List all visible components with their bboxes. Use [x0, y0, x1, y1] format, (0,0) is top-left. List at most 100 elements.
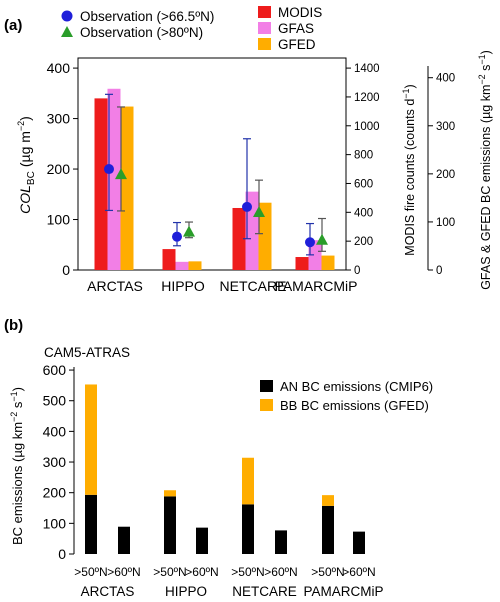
panel-b-bar-an — [353, 531, 365, 554]
panel-a-emission-tick-label: 400 — [436, 73, 455, 85]
panel-b-y-tick-label: 200 — [43, 485, 67, 501]
panel-a-obs-marker-circle — [305, 237, 315, 248]
panel-b-legend: AN BC emissions (CMIP6) BB BC emissions (… — [260, 379, 433, 413]
panel-a-bar-gfed — [188, 261, 202, 270]
panel-a-modis-tick-label: 200 — [354, 236, 373, 248]
panel-b-subcategory-label: >60ºN — [185, 565, 218, 579]
panel-b-y-tick-label: 300 — [43, 454, 67, 470]
panel-a-modis-tick-label: 800 — [354, 150, 373, 162]
panel-b-y-tick-label: 400 — [43, 423, 67, 439]
panel-a-observations — [104, 93, 328, 256]
panel-b-bar-an — [322, 505, 334, 554]
panel-a-y-tick-label: 100 — [47, 212, 71, 228]
panel-a-y-tick-label: 300 — [47, 111, 71, 127]
panel-a-emission-axis: 0 100 200 300 400 — [427, 66, 455, 277]
panel-b-bar-an — [118, 526, 130, 554]
panel-b-y-tick-label: 500 — [43, 393, 67, 409]
panel-a-legend: Observation (>66.5ºN)Observation (>80ºN)… — [61, 5, 322, 52]
panel-a-label: (a) — [4, 17, 22, 34]
panel-b-bar-an — [164, 496, 176, 554]
legend-label: MODIS — [278, 5, 322, 20]
legend-swatch — [258, 6, 271, 18]
panel-b-bar-an — [242, 504, 254, 554]
panel-b-legend-swatch — [260, 380, 273, 392]
panel-b-group-label: PAMARCMiP — [303, 584, 383, 599]
panel-a-obs-marker-circle — [242, 201, 252, 212]
panel-b-group-label: HIPPO — [165, 584, 207, 599]
panel-b-y-tick-label: 600 — [43, 362, 67, 378]
panel-b-legend-label: BB BC emissions (GFED) — [280, 398, 429, 413]
legend-label: Observation (>66.5ºN) — [80, 9, 214, 24]
panel-b-bar-an — [275, 530, 287, 554]
panel-b: (b) CAM5-ATRAS 0 100 200 300 400 500 600 >50ºN… — [4, 317, 433, 599]
panel-a-x-label: PAMARCMiP — [275, 278, 358, 294]
panel-b-title: CAM5-ATRAS — [44, 345, 130, 360]
panel-b-bars — [85, 384, 365, 554]
panel-a-obs-marker-circle — [104, 164, 114, 175]
panel-b-bar-bb — [164, 490, 176, 497]
panel-a-obs-marker-triangle — [183, 225, 195, 237]
panel-a-modis-tick-label: 1000 — [354, 121, 380, 133]
panel-b-group-label: NETCARE — [232, 584, 297, 599]
panel-b-bar-bb — [322, 495, 334, 506]
panel-a-bar-gfas — [107, 88, 121, 270]
panel-b-bar-bb — [85, 384, 97, 495]
panel-a-bar-modis — [162, 249, 176, 270]
panel-a-emission-tick-label: 0 — [436, 265, 442, 277]
panel-b-label: (b) — [4, 317, 23, 334]
panel-a-modis-axis: 0 200 400 600 800 1000 1200 1400 — [346, 63, 380, 277]
panel-a-emission-tick-label: 100 — [436, 217, 455, 229]
panel-b-bar-an — [85, 494, 97, 554]
panel-a-modis-tick-label: 1200 — [354, 92, 380, 104]
legend-swatch — [258, 22, 271, 34]
panel-a-emission-tick-label: 200 — [436, 169, 455, 181]
panel-a-bar-gfed — [120, 106, 134, 271]
panel-b-group-label: ARCTAS — [81, 584, 135, 599]
panel-a-bar-gfas — [308, 240, 322, 270]
panel-b-subcategory-label: >60ºN — [342, 565, 375, 579]
panel-a-y-tick-label: 0 — [62, 262, 70, 278]
panel-a-obs-marker-triangle — [115, 168, 127, 180]
panel-b-subcategory-label: >50ºN — [74, 565, 107, 579]
legend-label: Observation (>80ºN) — [80, 25, 203, 40]
panel-a-modis-tick-label: 1400 — [354, 63, 380, 75]
panel-b-bar-bb — [242, 457, 254, 505]
panel-a-emission-axis-label: GFAS & GFED BC emissions (µg km−2 s−1) — [477, 50, 493, 290]
panel-a-modis-tick-label: 0 — [354, 265, 360, 277]
panel-b-subcategory-label: >60ºN — [264, 565, 297, 579]
panel-a-emission-tick-label: 300 — [436, 121, 455, 133]
panel-a-bar-modis — [295, 257, 309, 270]
legend-triangle-marker — [61, 26, 73, 37]
panel-a-x-label: HIPPO — [161, 278, 205, 294]
panel-a-modis-axis-label: MODIS fire counts (counts d−1) — [401, 84, 417, 255]
panel-b-subcategory-label: >50ºN — [311, 565, 344, 579]
panel-b-subcategory-label: >50ºN — [153, 565, 186, 579]
panel-a-left-axis: 0 100 200 300 400 — [47, 60, 78, 278]
panel-a-modis-tick-label: 400 — [354, 207, 373, 219]
panel-b-subcategory-label: >60ºN — [107, 565, 140, 579]
panel-a-bar-modis — [232, 207, 246, 270]
panel-a-bar-modis — [94, 98, 108, 270]
panel-a-obs-marker-triangle — [253, 205, 265, 217]
legend-label: GFED — [278, 37, 316, 52]
panel-a-bar-gfed — [258, 202, 272, 270]
panel-a-bar-gfas — [175, 261, 189, 270]
panel-a-obs-marker-triangle — [316, 233, 328, 245]
panel-a-x-label: NETCARE — [220, 278, 287, 294]
panel-b-legend-label: AN BC emissions (CMIP6) — [280, 379, 433, 394]
panel-b-y-tick-label: 100 — [43, 515, 67, 531]
legend-swatch — [258, 38, 271, 50]
panel-a-y-tick-label: 200 — [47, 161, 71, 177]
panel-b-y-tick-label: 0 — [58, 546, 66, 562]
panel-a-modis-tick-label: 600 — [354, 178, 373, 190]
panel-a-y-axis-label: COLBC(µg m−2) — [16, 116, 37, 214]
panel-b-subcategory-label: >50ºN — [231, 565, 264, 579]
panel-a-bars — [94, 88, 335, 271]
legend-label: GFAS — [278, 21, 314, 36]
panel-a-x-label: ARCTAS — [87, 278, 143, 294]
panel-b-bar-an — [196, 527, 208, 554]
